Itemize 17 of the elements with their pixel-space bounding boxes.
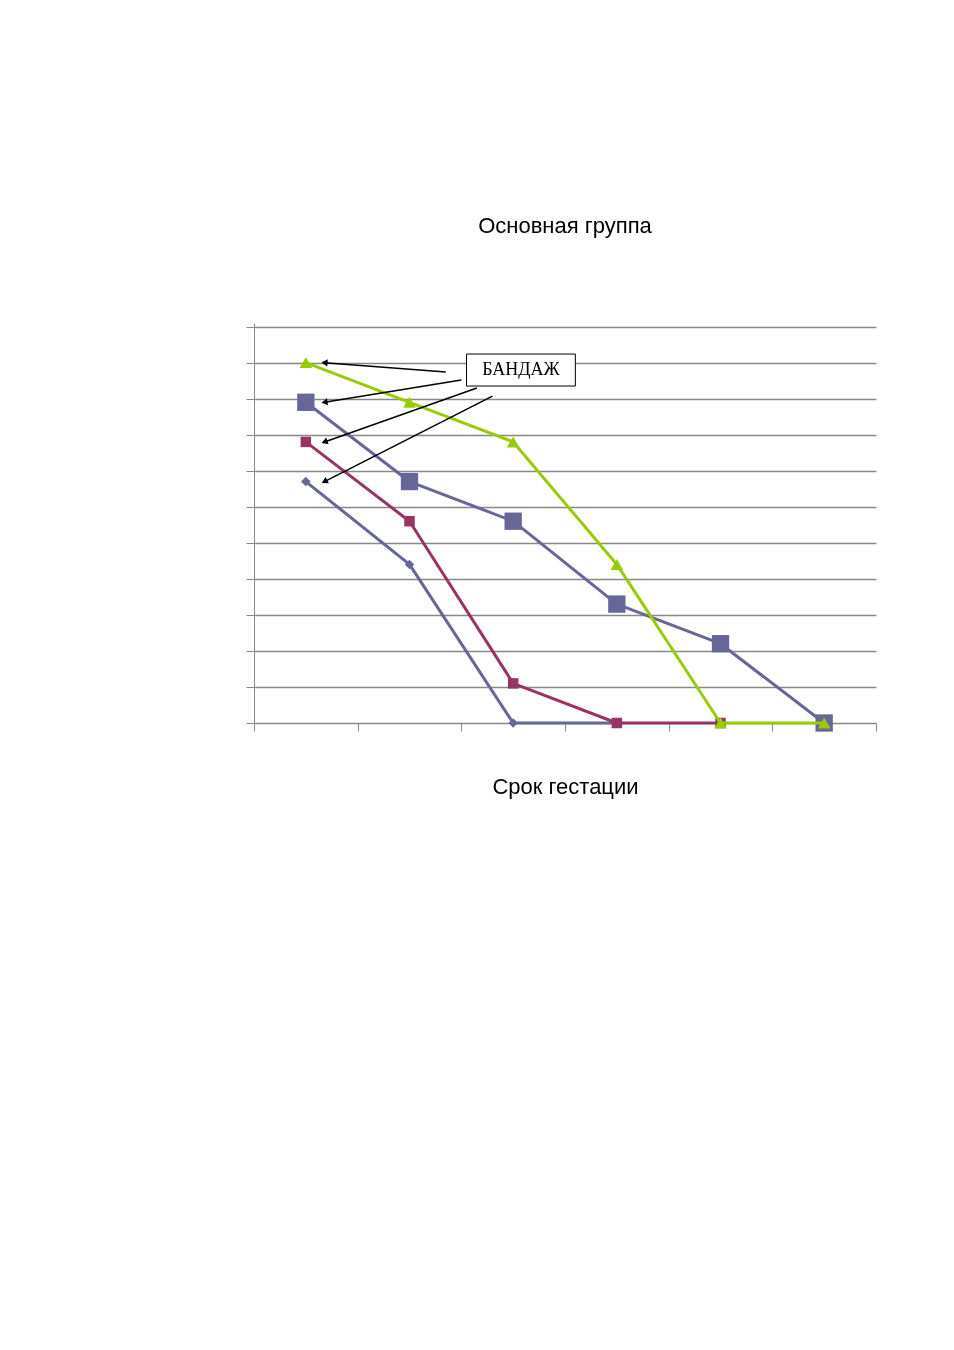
point — [504, 512, 522, 530]
point — [297, 393, 315, 411]
point — [608, 595, 626, 613]
point — [299, 357, 313, 369]
point — [711, 635, 730, 653]
point — [507, 678, 519, 689]
point — [404, 559, 415, 570]
point — [404, 515, 415, 527]
x-axis-title: Срок гестации — [492, 774, 639, 799]
chart-title: Основная группа — [478, 213, 653, 238]
point — [400, 472, 419, 491]
annotation: БАНДАЖ — [482, 359, 561, 380]
point — [301, 476, 311, 487]
point — [610, 558, 624, 570]
point — [300, 436, 312, 448]
point — [403, 396, 416, 408]
point — [506, 436, 520, 448]
